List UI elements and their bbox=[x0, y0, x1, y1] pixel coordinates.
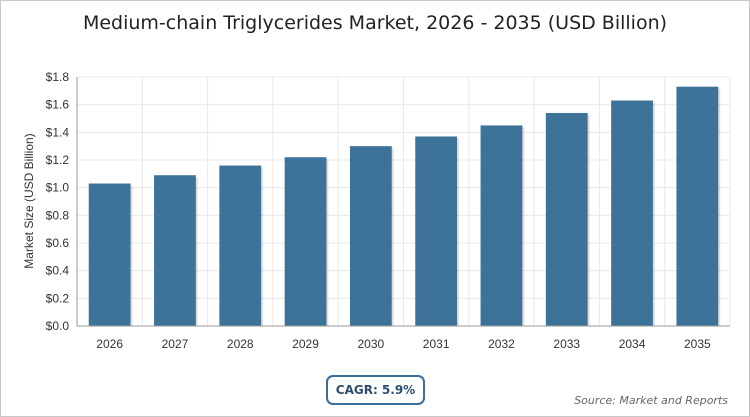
y-tick-label: $1.2 bbox=[46, 153, 70, 167]
axes bbox=[76, 77, 730, 327]
bar-2035 bbox=[676, 86, 719, 326]
y-tick-label: $0.8 bbox=[46, 208, 70, 222]
y-tick-label: $1.0 bbox=[46, 181, 70, 195]
x-tick-label: 2034 bbox=[619, 337, 646, 351]
bar-2029 bbox=[284, 157, 327, 326]
y-tick-label: $0.6 bbox=[46, 236, 70, 250]
bar-2028 bbox=[219, 165, 262, 326]
source-note: Source: Market and Reports bbox=[574, 394, 728, 407]
x-tick-label: 2030 bbox=[357, 337, 384, 351]
bar-2027 bbox=[154, 175, 196, 326]
bar-2034 bbox=[611, 100, 653, 327]
bar-2026 bbox=[88, 183, 131, 326]
bar-2033 bbox=[545, 112, 588, 326]
x-tick-label: 2033 bbox=[553, 337, 580, 351]
y-tick-labels: $0.0 $0.2 $0.4 $0.6 $0.8 $1.0 $1.2 $1.4 $1.6 $1.8 bbox=[46, 70, 70, 333]
y-tick-label: $1.4 bbox=[46, 125, 70, 139]
y-tick-label: $0.0 bbox=[46, 319, 70, 333]
bars bbox=[88, 86, 721, 327]
cagr-badge: CAGR: 5.9% bbox=[326, 375, 425, 405]
x-tick-label: 2029 bbox=[292, 337, 319, 351]
bar-2032 bbox=[480, 125, 523, 327]
y-tick-label: $0.2 bbox=[46, 291, 70, 305]
x-tick-label: 2035 bbox=[684, 337, 711, 351]
y-tick-label: $1.6 bbox=[46, 98, 70, 112]
x-tick-label: 2028 bbox=[227, 337, 254, 351]
x-tick-labels: 2026 2027 2028 2029 2030 2031 2032 2033 2034 2035 bbox=[96, 337, 711, 351]
y-tick-label: $0.4 bbox=[46, 264, 70, 278]
x-tick-label: 2026 bbox=[96, 337, 123, 351]
bar-2030 bbox=[349, 146, 392, 326]
x-tick-label: 2027 bbox=[162, 337, 189, 351]
chart-title: Medium-chain Triglycerides Market, 2026 … bbox=[82, 12, 668, 34]
y-tick-label: $1.8 bbox=[46, 70, 70, 84]
x-tick-label: 2032 bbox=[488, 337, 515, 351]
x-tick-label: 2031 bbox=[423, 337, 450, 351]
bar-2031 bbox=[415, 136, 458, 326]
